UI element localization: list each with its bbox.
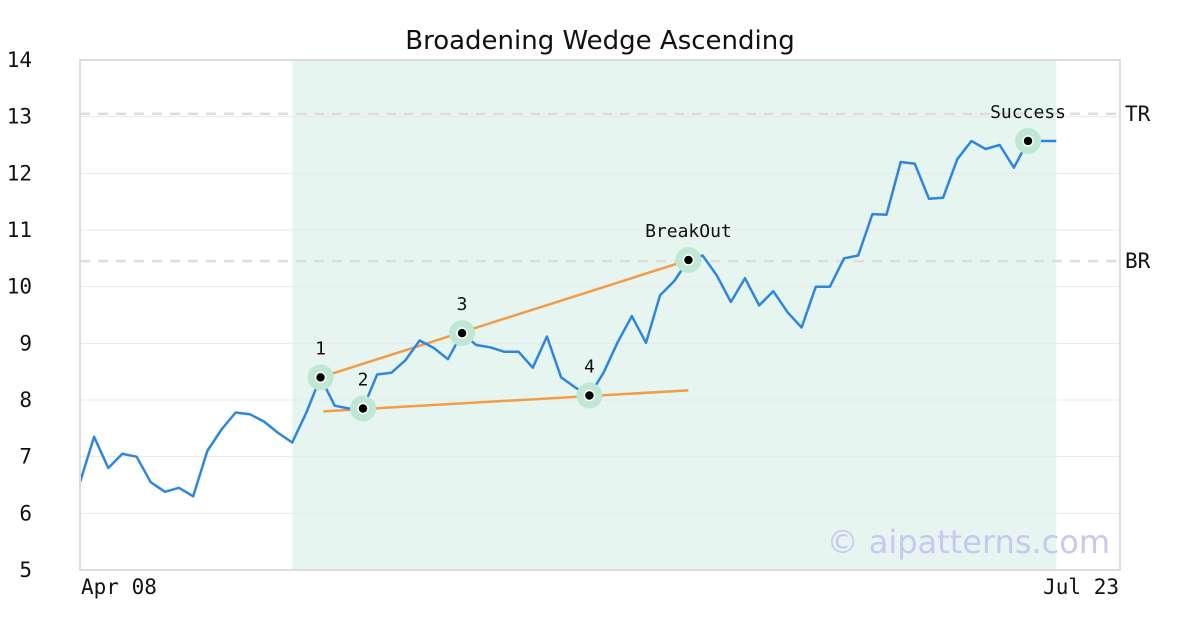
- trendline-layer: [320, 258, 689, 413]
- pattern-region: [292, 60, 1057, 570]
- plot-frame: [79, 59, 1121, 571]
- marker-point-3: [456, 327, 468, 339]
- chart-title: Broadening Wedge Ascending: [405, 26, 795, 56]
- y-tick-label: 5: [19, 558, 32, 582]
- x-tick-label-start: Apr 08: [81, 575, 157, 599]
- x-tick-labels: Apr 08 Jul 23: [81, 575, 1119, 599]
- trendline-1: [320, 258, 689, 379]
- marker-point-4: [583, 389, 596, 402]
- level-label-tr: TR: [1125, 102, 1151, 126]
- level-layer: TR BR: [80, 102, 1151, 273]
- y-tick-label: 14: [7, 48, 32, 72]
- pattern-region-layer: [292, 60, 1057, 570]
- y-tick-labels: 5 6 7 8 9 10 11 12 13 14: [7, 48, 32, 582]
- marker-point-breakout: [682, 254, 695, 266]
- marker-point-success: [1022, 135, 1034, 147]
- y-tick-label: 12: [7, 161, 32, 185]
- annotation-label-2: 2: [358, 370, 369, 391]
- y-tick-label: 9: [19, 331, 32, 355]
- marker-layer: 1 2 3 4 BreakOut Success: [307, 102, 1066, 422]
- y-tick-label: 6: [19, 501, 32, 525]
- y-tick-label: 10: [7, 275, 32, 299]
- y-tick-label: 8: [19, 388, 32, 412]
- watermark: © aipatterns.com: [827, 523, 1110, 561]
- y-tick-label: 7: [19, 445, 32, 469]
- price-line: [78, 139, 1057, 498]
- price-line-layer: [78, 139, 1057, 498]
- annotation-label-success: Success: [990, 102, 1066, 123]
- annotation-label-3: 3: [457, 294, 468, 315]
- marker-point-2: [357, 402, 369, 415]
- y-tick-label: 11: [7, 218, 32, 242]
- annotation-label-breakout: BreakOut: [645, 221, 732, 242]
- trendline-2: [323, 389, 689, 413]
- x-tick-label-end: Jul 23: [1043, 575, 1119, 599]
- annotation-label-4: 4: [584, 356, 595, 377]
- level-label-br: BR: [1125, 249, 1151, 273]
- annotation-label-1: 1: [315, 338, 326, 359]
- y-tick-label: 13: [7, 105, 32, 129]
- marker-point-1: [314, 371, 327, 384]
